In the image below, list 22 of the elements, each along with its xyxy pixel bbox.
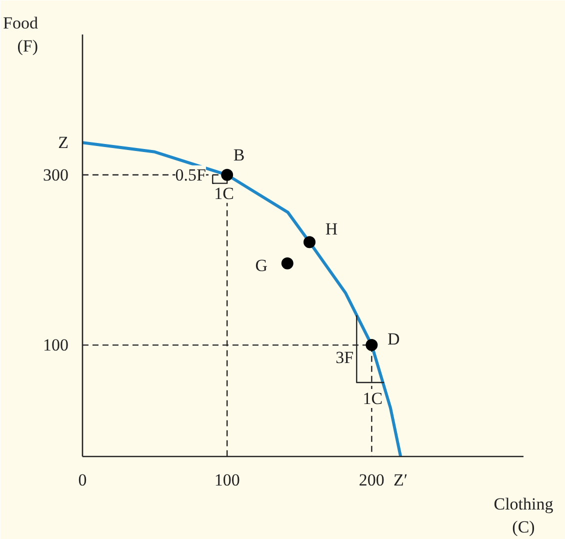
annotation: 1C bbox=[362, 388, 383, 408]
annotation: 1C bbox=[214, 184, 234, 203]
annotation: B bbox=[233, 145, 245, 164]
y-tick-label: 300 bbox=[43, 165, 68, 184]
annotation: 0.5F bbox=[175, 165, 206, 184]
x-tick-label: Z′ bbox=[394, 470, 408, 490]
x-tick-label: 0 bbox=[78, 470, 87, 490]
y-tick-label: Z bbox=[58, 133, 69, 152]
x-tick-label: 200 bbox=[358, 470, 384, 490]
point bbox=[221, 168, 234, 181]
annotation: G bbox=[255, 256, 268, 275]
y-axis-title: Food (F) bbox=[3, 14, 38, 56]
annotation: D bbox=[388, 330, 400, 349]
annotation: 3F bbox=[336, 348, 354, 367]
point bbox=[366, 339, 378, 352]
line-series bbox=[82, 141, 402, 456]
point bbox=[304, 236, 316, 248]
x-tick-label: 100 bbox=[214, 470, 240, 490]
annotation: H bbox=[325, 220, 338, 239]
x-axis-title: Clothing (C) bbox=[494, 494, 554, 536]
point bbox=[281, 257, 294, 270]
y-tick-label: 100 bbox=[43, 336, 68, 355]
